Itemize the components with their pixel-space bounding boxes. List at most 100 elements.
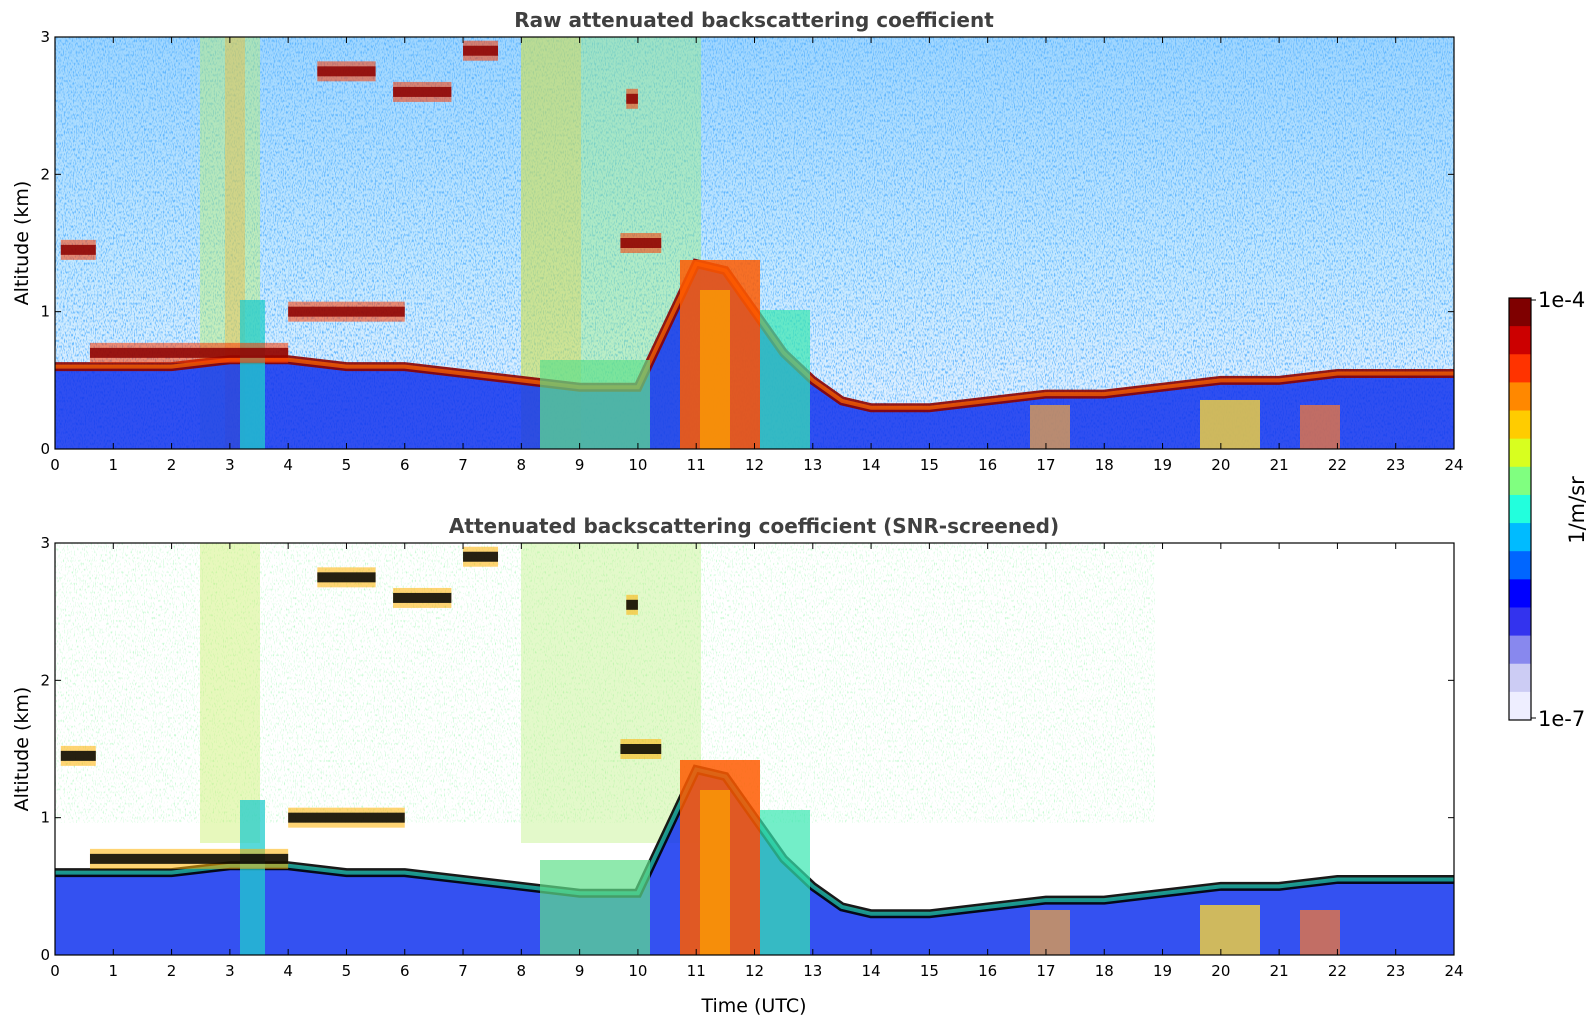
- x-tick-label: 9: [575, 456, 585, 474]
- colorbar-cell: [1509, 326, 1531, 355]
- x-tick-label: 21: [1270, 456, 1289, 474]
- colorbar-cell: [1509, 551, 1531, 580]
- colorbar-cell: [1509, 382, 1531, 412]
- x-axis-label: Time (UTC): [700, 995, 806, 1017]
- x-tick-label: 2: [167, 456, 177, 474]
- colorbar: 1e-4 1e-7 1/m/sr: [1508, 288, 1589, 731]
- top-panel-title: Raw attenuated backscattering coefficien…: [514, 8, 994, 32]
- cloud-layer: [317, 66, 376, 77]
- x-tick-label: 7: [458, 962, 468, 980]
- cloud-layer: [393, 86, 452, 97]
- x-tick-label: 16: [978, 456, 997, 474]
- top-heatmap: [55, 37, 1454, 449]
- x-tick-label: 3: [225, 962, 235, 980]
- x-tick-label: 7: [458, 456, 468, 474]
- x-tick-label: 17: [1036, 962, 1055, 980]
- bottom-panel-title: Attenuated backscattering coefficient (S…: [449, 514, 1059, 538]
- x-tick-label: 16: [978, 962, 997, 980]
- x-tick-label: 9: [575, 962, 585, 980]
- x-tick-label: 24: [1444, 962, 1463, 980]
- cloud-layer: [89, 347, 289, 358]
- cloud-layer: [60, 750, 96, 761]
- colorbar-cell: [1509, 298, 1531, 327]
- cloud-layer: [463, 551, 499, 562]
- colorbar-scale: [1509, 298, 1531, 721]
- bottom-panel: Attenuated backscattering coefficient (S…: [11, 514, 1464, 1017]
- y-tick-label: 1: [40, 809, 50, 827]
- x-tick-label: 13: [803, 456, 822, 474]
- x-tick-label: 20: [1211, 962, 1230, 980]
- colorbar-min-label: 1e-7: [1538, 707, 1585, 731]
- y-tick-label: 2: [40, 165, 50, 183]
- cloud-layer: [463, 45, 499, 56]
- colorbar-cell: [1509, 466, 1531, 496]
- x-tick-label: 10: [628, 456, 647, 474]
- x-tick-label: 24: [1444, 456, 1463, 474]
- colorbar-cell: [1509, 663, 1531, 693]
- x-tick-label: 4: [283, 456, 293, 474]
- y-tick-label: 3: [40, 28, 50, 46]
- x-tick-label: 3: [225, 456, 235, 474]
- colorbar-cell: [1509, 438, 1531, 468]
- cloud-layer: [626, 93, 638, 104]
- cloud-layer: [393, 592, 452, 603]
- dust-plumes: [240, 260, 1340, 449]
- x-tick-label: 14: [862, 456, 881, 474]
- cloud-layer: [317, 572, 376, 583]
- y-tick-label: 0: [40, 440, 50, 458]
- x-tick-label: 2: [167, 962, 177, 980]
- cloud-layer: [288, 306, 405, 317]
- x-tick-label: 6: [400, 456, 410, 474]
- top-y-axis: 0 1 2 3: [40, 28, 1454, 458]
- y-tick-label: 0: [40, 946, 50, 964]
- bottom-heatmap: [55, 543, 1454, 955]
- colorbar-max-label: 1e-4: [1538, 288, 1585, 312]
- cloud-layer: [626, 599, 638, 610]
- x-tick-label: 6: [400, 962, 410, 980]
- x-tick-label: 18: [1095, 456, 1114, 474]
- cloud-layer: [620, 744, 662, 754]
- bottom-y-axis-label: Altitude (km): [11, 687, 33, 812]
- x-tick-label: 8: [517, 456, 527, 474]
- x-tick-label: 19: [1153, 962, 1172, 980]
- colorbar-cell: [1509, 410, 1531, 440]
- colorbar-frame: [1508, 297, 1532, 721]
- x-tick-label: 5: [342, 456, 352, 474]
- x-tick-label: 14: [862, 962, 881, 980]
- y-tick-label: 1: [40, 303, 50, 321]
- x-tick-label: 15: [920, 456, 939, 474]
- x-tick-label: 20: [1211, 456, 1230, 474]
- dust-plumes: [240, 760, 1340, 955]
- x-tick-label: 17: [1036, 456, 1055, 474]
- colorbar-cell: [1509, 691, 1531, 721]
- bottom-x-axis: 0 1 2 3 4 5 6 7 8 9 10 11 12 13 14 15 16 17 18 19 20 21 22 23 24: [50, 543, 1464, 980]
- x-tick-label: 11: [687, 962, 706, 980]
- cloud-layers: [60, 40, 662, 363]
- colorbar-cell: [1509, 635, 1531, 665]
- bottom-y-axis: 0 1 2 3: [40, 534, 1454, 964]
- x-tick-label: 19: [1153, 456, 1172, 474]
- colorbar-cell: [1509, 579, 1531, 608]
- cloud-layer: [288, 812, 405, 823]
- top-x-axis: 0 1 2 3 4 5 6 7 8 9 10 11 12 13 14 15 16 17 18 19 20 21 22 23 24: [50, 37, 1464, 474]
- x-tick-label: 8: [517, 962, 527, 980]
- colorbar-unit-label: 1/m/sr: [1565, 476, 1589, 544]
- cloud-layers: [60, 546, 662, 869]
- cloud-layer: [60, 244, 96, 255]
- x-tick-label: 12: [745, 962, 764, 980]
- cloud-layer: [620, 238, 662, 248]
- x-tick-label: 5: [342, 962, 352, 980]
- x-tick-label: 22: [1328, 962, 1347, 980]
- x-tick-label: 15: [920, 962, 939, 980]
- x-tick-label: 23: [1386, 962, 1405, 980]
- x-tick-label: 11: [687, 456, 706, 474]
- x-tick-label: 12: [745, 456, 764, 474]
- x-tick-label: 0: [50, 962, 60, 980]
- x-tick-label: 22: [1328, 456, 1347, 474]
- top-y-axis-label: Altitude (km): [11, 181, 33, 306]
- x-tick-label: 0: [50, 456, 60, 474]
- colorbar-cell: [1509, 354, 1531, 383]
- colorbar-cell: [1509, 523, 1531, 552]
- top-panel: Raw attenuated backscattering coefficien…: [11, 8, 1464, 474]
